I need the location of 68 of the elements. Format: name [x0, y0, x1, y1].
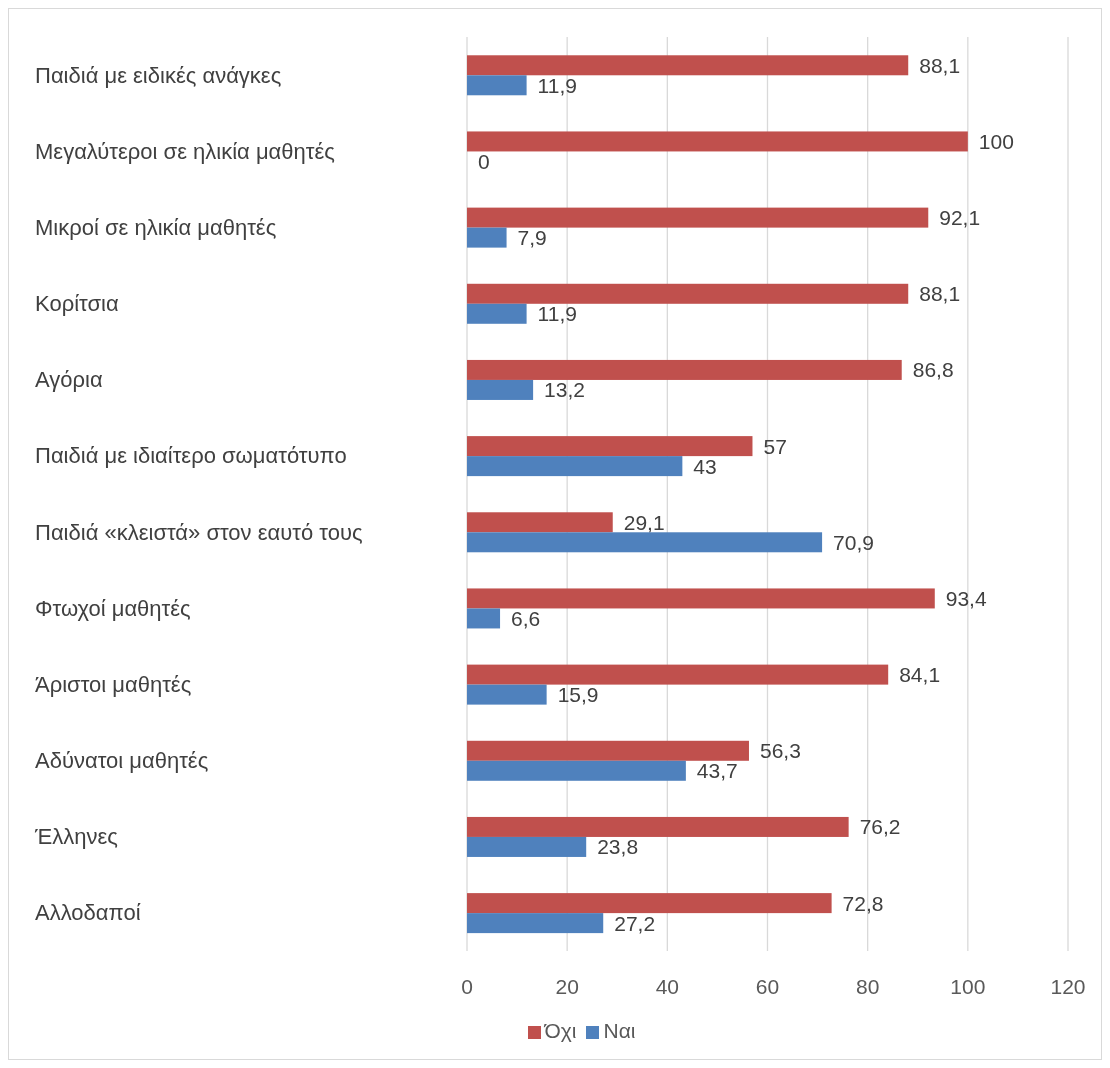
bar [467, 836, 587, 857]
y-tick-label: Αλλοδαποί [35, 900, 141, 926]
bar [467, 684, 547, 705]
bar [467, 379, 534, 400]
x-tick-label: 20 [555, 974, 579, 998]
data-label: 15,9 [557, 683, 599, 707]
x-tick-label: 80 [855, 974, 880, 998]
bar [467, 760, 686, 781]
data-label: 88,1 [919, 282, 961, 306]
y-tick-label: Κορίτσια [35, 291, 119, 317]
bar [467, 913, 604, 934]
legend-label: Όχι [544, 1019, 577, 1042]
data-label: 43 [693, 454, 717, 478]
bar [467, 283, 909, 304]
bar [467, 436, 753, 457]
data-label: 27,2 [614, 911, 656, 935]
data-label: 72,8 [842, 891, 884, 915]
bar [467, 207, 929, 228]
y-tick-label: Έλληνες [34, 824, 118, 850]
x-tick-label: 100 [950, 974, 986, 998]
data-label: 88,1 [919, 53, 961, 77]
y-tick-label: Μικροί σε ηλικία μαθητές [35, 214, 277, 240]
bar [467, 893, 832, 914]
data-label: 11,9 [537, 302, 577, 326]
bar [467, 816, 849, 837]
data-label: 6,6 [511, 606, 541, 630]
data-label: 13,2 [544, 378, 585, 402]
y-tick-label: Φτωχοί μαθητές [35, 595, 191, 621]
bar [467, 512, 613, 533]
data-label: 93,4 [945, 586, 987, 610]
data-label: 86,8 [912, 358, 954, 382]
y-tick-label: Αδύνατοι μαθητές [35, 748, 209, 774]
bar [467, 131, 968, 152]
bar [467, 456, 683, 477]
bar [467, 55, 909, 76]
x-tick-label: 40 [655, 974, 680, 998]
bar [467, 664, 889, 685]
x-tick-label: 0 [461, 974, 473, 998]
y-tick-label: Αγόρια [35, 367, 103, 393]
bar [467, 740, 749, 761]
data-label: 11,9 [537, 73, 577, 97]
data-label: 100 [978, 129, 1014, 153]
bar [467, 588, 935, 609]
legend-label: Ναι [603, 1019, 636, 1042]
data-label: 84,1 [899, 663, 941, 687]
data-label: 43,7 [696, 759, 738, 783]
bar [467, 75, 527, 96]
y-tick-label: Παιδιά «κλειστά» στον εαυτό τους [35, 519, 363, 545]
data-label: 76,2 [859, 815, 901, 839]
y-tick-label: Μεγαλύτεροι σε ηλικία μαθητές [35, 138, 335, 164]
bar [467, 608, 501, 629]
data-label: 23,8 [597, 835, 639, 859]
bar [467, 303, 527, 324]
data-label: 92,1 [939, 206, 981, 230]
data-label: 70,9 [833, 530, 874, 554]
bar [467, 227, 507, 248]
y-tick-label: Παιδιά με ειδικές ανάγκες [35, 62, 282, 88]
data-label: 56,3 [759, 739, 801, 763]
y-tick-label: Άριστοι μαθητές [35, 671, 192, 697]
data-label: 29,1 [623, 510, 665, 534]
data-label: 0 [478, 149, 490, 173]
bar [467, 532, 823, 553]
data-label: 57 [763, 434, 787, 458]
x-tick-label: 60 [755, 974, 780, 998]
x-tick-label: 120 [1050, 974, 1086, 998]
bar [467, 359, 902, 380]
data-label: 7,9 [517, 226, 547, 250]
y-tick-label: Παιδιά με ιδιαίτερο σωματότυπο [35, 443, 347, 469]
